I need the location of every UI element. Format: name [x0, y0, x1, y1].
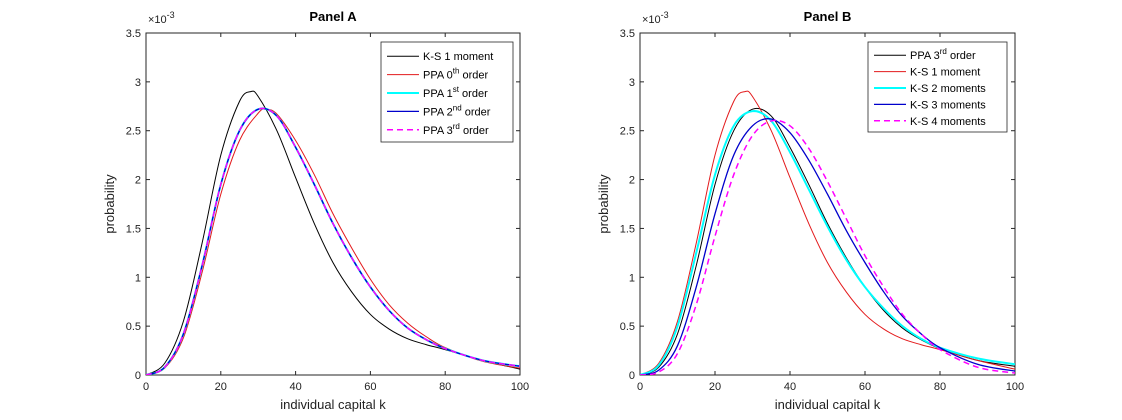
panel-b-y-tick-label: 3.5 [620, 28, 635, 40]
panel-a-legend-label-sup: rd [453, 122, 460, 131]
panel-b-x-tick-label: 0 [637, 381, 643, 393]
panel-b-legend-label-main: K-S 1 moment [910, 67, 980, 79]
panel-a-legend-label-sup: th [453, 67, 460, 76]
panel-a-x-tick-label: 100 [511, 381, 529, 393]
panel-b-y-exponent-power: -3 [661, 10, 669, 20]
panel-b-y-tick-label: 3 [629, 77, 635, 89]
panel-a-legend-label-1: K-S 1 moment [423, 51, 493, 63]
panel-b-legend-label-tail: order [947, 50, 976, 62]
panel-a-legend-label-4: PPA 2nd order [423, 103, 491, 118]
panel-a-y-exponent: ×10-3 [148, 10, 175, 26]
panel-a-legend-label-3: PPA 1st order [423, 85, 488, 100]
panel-b-x-tick-label: 80 [934, 381, 946, 393]
panel-a-x-axis-label: individual capital k [280, 397, 386, 412]
panel-a-x-tick-label: 40 [289, 381, 301, 393]
panel-b-legend-label-main: PPA 3 [910, 50, 940, 62]
panel-a-x-tick-label: 80 [439, 381, 451, 393]
panel-b-x-axis-label: individual capital k [775, 397, 881, 412]
panel-a-legend-label-main: PPA 3 [423, 125, 453, 137]
panel-b-x-tick-label: 100 [1006, 381, 1024, 393]
panel-a-y-tick-label: 0 [135, 370, 141, 382]
panel-a-legend-label-tail: order [459, 88, 488, 100]
panel-a-y-tick-label: 3 [135, 77, 141, 89]
panel-a-title: Panel A [309, 9, 357, 24]
panel-b-x-tick-label: 60 [859, 381, 871, 393]
panel-a-legend-label-main: PPA 0 [423, 70, 453, 82]
panel-b-legend: PPA 3rd order K-S 1 moment K-S 2 moments K-… [867, 41, 1008, 133]
panel-b-series-line-4 [640, 118, 1015, 375]
panel-b-legend-label-5: K-S 4 moments [910, 116, 986, 128]
panel-b-y-exponent: ×10-3 [642, 10, 669, 26]
panel-b-x-tick-label: 40 [784, 381, 796, 393]
panel-a-y-tick-label: 3.5 [126, 28, 141, 40]
panel-a-x-tick-label: 0 [143, 381, 149, 393]
panel-a-legend-label-2: PPA 0th order [423, 67, 489, 82]
panel-a-series-line-2 [146, 108, 520, 375]
panel-a-legend-label-tail: order [460, 125, 489, 137]
panel-b-y-tick-label: 1 [629, 272, 635, 284]
panel-b-legend-label-sup: rd [940, 47, 947, 56]
panel-a-chart: 0 20 40 60 80 100 0 0.5 1 1.5 2 2.5 3 3.5 ×10-3 Panel A… [102, 9, 529, 412]
panel-a-legend-label-sup: nd [453, 103, 462, 112]
panel-a-y-tick-label: 0.5 [126, 321, 141, 333]
panel-a-x-tick-label: 20 [215, 381, 227, 393]
panel-b-legend-label-main: K-S 2 moments [910, 83, 986, 95]
panel-b-y-exponent-base: ×10 [642, 14, 661, 26]
panel-a-series-line-1 [146, 90, 520, 375]
panel-b-legend-label-main: K-S 4 moments [910, 116, 986, 128]
panel-a-legend-label-main: PPA 1 [423, 88, 453, 100]
panel-b-series-line-3 [640, 110, 1015, 375]
panel-a-legend-label-tail: order [459, 70, 488, 82]
panel-b-title: Panel B [804, 9, 852, 24]
panel-b-y-axis-label: probability [596, 174, 611, 234]
panel-a-legend-label-main: PPA 2 [423, 106, 453, 118]
panel-a-y-axis-label: probability [102, 174, 117, 234]
panel-b-legend-label-2: K-S 1 moment [910, 67, 980, 79]
panel-b-y-tick-label: 1.5 [620, 223, 635, 235]
panel-b-legend-label-4: K-S 3 moments [910, 99, 986, 111]
panel-a-legend-label-5: PPA 3rd order [423, 122, 489, 137]
panel-a-legend-label-main: K-S 1 moment [423, 51, 493, 63]
panel-b-legend-label-3: K-S 2 moments [910, 83, 986, 95]
panel-b-x-tick-label: 20 [709, 381, 721, 393]
panel-a-y-tick-label: 1 [135, 272, 141, 284]
panel-a-x-tick-label: 60 [364, 381, 376, 393]
panel-a-y-tick-label: 2 [135, 175, 141, 187]
panel-b-series-line-5 [640, 119, 1015, 375]
panel-a-y-tick-label: 2.5 [126, 126, 141, 138]
panel-b-y-tick-label: 2.5 [620, 126, 635, 138]
panel-a-y-exponent-base: ×10 [148, 14, 167, 26]
panel-b-y-tick-label: 0.5 [620, 321, 635, 333]
panel-b-series-line-2 [640, 90, 1015, 375]
panel-b-chart: 0 20 40 60 80 100 0 0.5 1 1.5 2 2.5 3 3.5 ×10-3 Panel B… [596, 9, 1024, 412]
panel-b-legend-label-1: PPA 3rd order [910, 47, 976, 62]
panel-b-legend-label-main: K-S 3 moments [910, 99, 986, 111]
panel-a-series-line-5 [146, 107, 520, 375]
panel-a-y-tick-label: 1.5 [126, 223, 141, 235]
panel-b-y-tick-label: 2 [629, 175, 635, 187]
panel-b-y-tick-label: 0 [629, 370, 635, 382]
panel-a-y-exponent-power: -3 [167, 10, 175, 20]
panel-a-legend-label-sup: st [453, 85, 460, 94]
panel-a-legend-label-tail: order [462, 106, 491, 118]
